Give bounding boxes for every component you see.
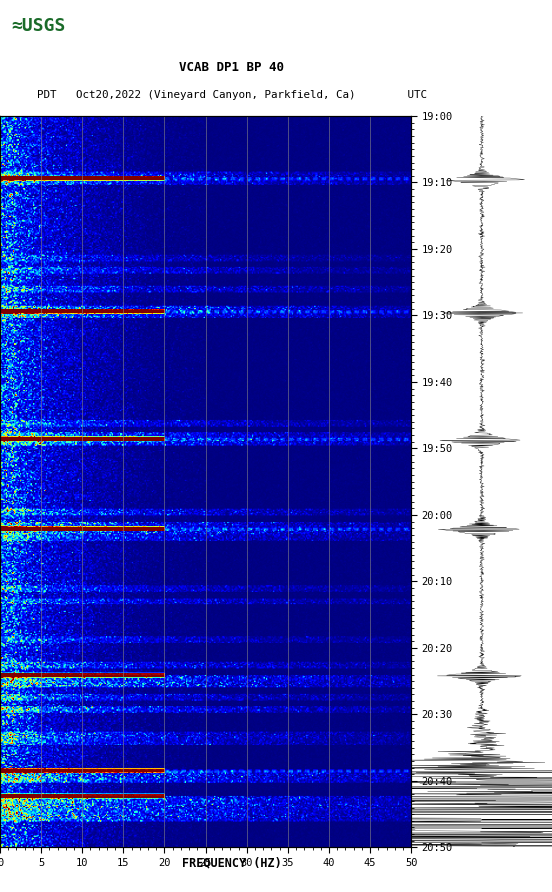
Text: ≈USGS: ≈USGS xyxy=(11,18,66,36)
Text: FREQUENCY (HZ): FREQUENCY (HZ) xyxy=(182,856,282,870)
Text: PDT   Oct20,2022 (Vineyard Canyon, Parkfield, Ca)        UTC: PDT Oct20,2022 (Vineyard Canyon, Parkfie… xyxy=(37,90,427,100)
Text: VCAB DP1 BP 40: VCAB DP1 BP 40 xyxy=(179,61,284,74)
